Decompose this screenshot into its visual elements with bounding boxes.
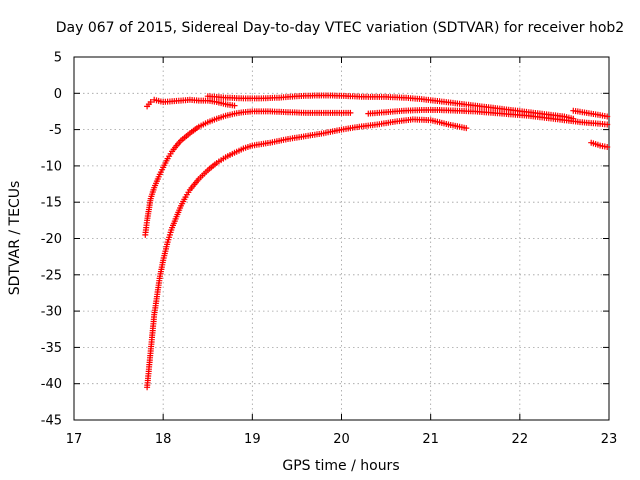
axis-ticks (73, 56, 610, 421)
x-axis-label: GPS time / hours (282, 458, 399, 474)
data-point-plus (604, 144, 611, 150)
y-tick-label: -35 (41, 341, 62, 356)
y-tick-label: -25 (41, 268, 62, 283)
x-tick-label: 22 (512, 432, 529, 447)
y-tick-label: -20 (41, 232, 62, 247)
data-points (142, 92, 611, 391)
y-tick-label: -45 (41, 414, 62, 429)
x-tick-label: 17 (66, 432, 83, 447)
y-tick-label: 5 (54, 51, 62, 66)
x-tick-labels: 17 18 19 20 21 22 23 (66, 432, 618, 447)
data-point-plus (463, 125, 470, 132)
y-tick-label: -40 (41, 377, 62, 392)
y-tick-label: 0 (54, 87, 62, 102)
plot-frame (73, 56, 610, 421)
y-tick-label: -30 (41, 305, 62, 320)
y-axis-label: SDTVAR / TECUs (7, 181, 23, 296)
x-tick-label: 21 (422, 432, 439, 447)
y-tick-label: -15 (41, 196, 62, 211)
data-point-plus (231, 102, 238, 109)
data-point-plus (147, 99, 154, 105)
grid (74, 57, 609, 420)
x-tick-label: 18 (155, 432, 172, 447)
data-point-plus (604, 121, 611, 128)
data-point-plus (347, 109, 354, 116)
y-tick-label: -10 (41, 159, 62, 174)
y-tick-labels: 5 0 -5 -10 -15 -20 -25 -30 -35 -40 -45 (41, 51, 62, 429)
x-tick-label: 20 (333, 432, 350, 447)
data-point-plus (604, 113, 611, 120)
y-tick-label: -5 (49, 123, 62, 138)
chart-title: Day 067 of 2015, Sidereal Day-to-day VTE… (56, 20, 624, 36)
x-tick-label: 19 (244, 432, 261, 447)
x-tick-label: 23 (601, 432, 618, 447)
